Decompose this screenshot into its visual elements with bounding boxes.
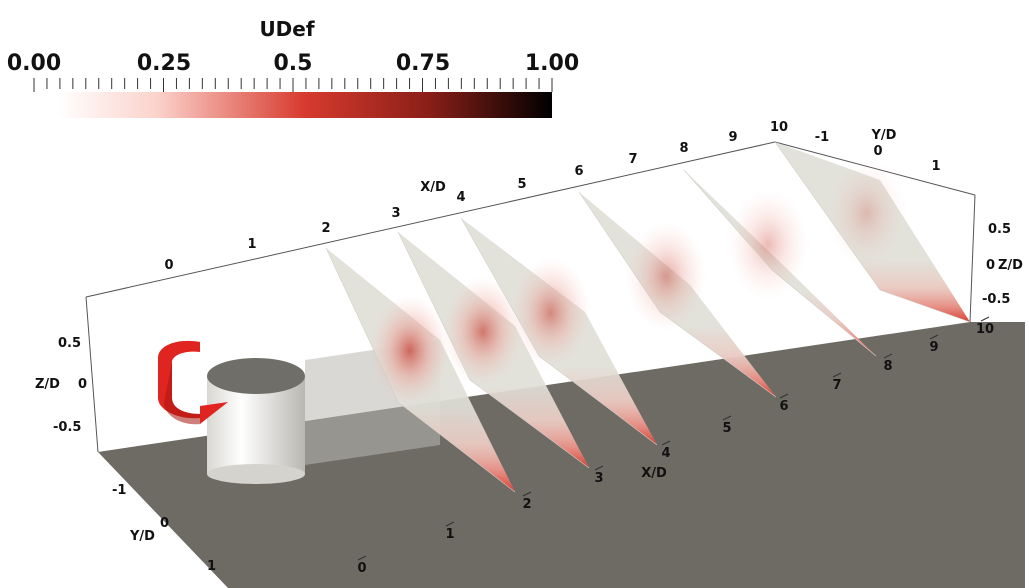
- zd-right-axis-label: Z/D: [998, 258, 1023, 273]
- xd-front-tick-4: 4: [661, 446, 670, 461]
- xd-front-labels: 0 1 2 3 4 5 6 7 8 9 10 X/D: [357, 322, 994, 576]
- xd-front-tick-8: 8: [883, 359, 892, 374]
- zd-left-tick-0: 0.5: [58, 336, 81, 351]
- colorbar-tick-2: 0.5: [274, 51, 313, 76]
- yd-top-axis-label: Y/D: [871, 128, 897, 143]
- colorbar-tick-4: 1.00: [525, 51, 579, 76]
- wake-slice-10: [774, 141, 971, 323]
- wake-slice-8: [683, 169, 877, 357]
- xd-front-tick-0: 0: [357, 561, 366, 576]
- colorbar-gradient: [58, 92, 552, 118]
- xd-top-tick-10: 10: [770, 120, 788, 135]
- cylinder: [207, 358, 305, 484]
- colorbar-tick-1: 0.25: [137, 51, 191, 76]
- xd-top-tick-8: 8: [679, 141, 688, 156]
- xd-top-tick-9: 9: [728, 130, 737, 145]
- xd-top-axis-label: X/D: [420, 180, 446, 195]
- xd-front-tick-10: 10: [976, 322, 994, 337]
- yd-top-labels: -1 0 1 Y/D: [815, 128, 941, 174]
- rotation-arrow-icon: [158, 340, 228, 425]
- xd-front-tick-3: 3: [594, 471, 603, 486]
- yd-left-tick-0: -1: [112, 483, 126, 498]
- xd-top-tick-5: 5: [517, 177, 526, 192]
- colorbar: UDef 0.00 0.25 0.5 0.75 1.00: [7, 17, 579, 118]
- xd-top-tick-2: 2: [321, 221, 330, 236]
- xd-top-tick-4: 4: [456, 190, 465, 205]
- xd-top-tick-6: 6: [574, 164, 583, 179]
- colorbar-tickmarks: [33, 78, 553, 92]
- yd-left-tick-2: 1: [207, 559, 216, 574]
- xd-top-tick-3: 3: [391, 206, 400, 221]
- xd-top-tick-7: 7: [628, 152, 637, 167]
- yd-left-labels: -1 0 1 Y/D: [112, 483, 216, 574]
- xd-front-tick-1: 1: [445, 527, 454, 542]
- yd-top-tick-1: 0: [873, 144, 882, 159]
- wake-slice-2: [325, 247, 516, 493]
- zd-right-tick-2: -0.5: [982, 292, 1010, 307]
- yd-left-tick-1: 0: [160, 516, 169, 531]
- zd-left-tick-2: -0.5: [53, 420, 81, 435]
- yd-top-tick-2: 1: [931, 159, 940, 174]
- xd-top-labels: 0 1 2 3 4 5 6 7 8 9 10 X/D: [164, 120, 788, 273]
- yd-left-axis-label: Y/D: [129, 529, 155, 544]
- zd-right-tick-0: 0.5: [988, 222, 1011, 237]
- xd-top-tick-0: 0: [164, 258, 173, 273]
- zd-right-tick-1: 0: [986, 258, 995, 273]
- xd-front-axis-label: X/D: [641, 466, 667, 481]
- zd-left-tick-1: 0: [78, 377, 87, 392]
- wake-slice-4: [460, 217, 658, 446]
- xd-front-axis: [357, 316, 990, 561]
- wake-slice-6: [578, 191, 777, 398]
- zd-right-labels: 0.5 0 -0.5 Z/D: [982, 222, 1023, 307]
- xd-front-tick-5: 5: [722, 421, 731, 436]
- zd-left-labels: 0.5 0 -0.5 Z/D: [35, 336, 87, 435]
- zd-left-axis-label: Z/D: [35, 377, 60, 392]
- ground-plane: [98, 322, 1025, 588]
- colorbar-tick-3: 0.75: [396, 51, 450, 76]
- xd-front-tick-9: 9: [929, 340, 938, 355]
- yd-top-tick-0: -1: [815, 130, 829, 145]
- xd-front-tick-6: 6: [779, 399, 788, 414]
- colorbar-tick-0: 0.00: [7, 51, 61, 76]
- colorbar-title: UDef: [259, 17, 314, 41]
- xd-top-tick-1: 1: [247, 237, 256, 252]
- xd-front-tick-2: 2: [522, 497, 531, 512]
- wake-slices: [325, 141, 971, 493]
- wake-slice-3: [397, 231, 590, 469]
- xd-front-tick-7: 7: [832, 378, 841, 393]
